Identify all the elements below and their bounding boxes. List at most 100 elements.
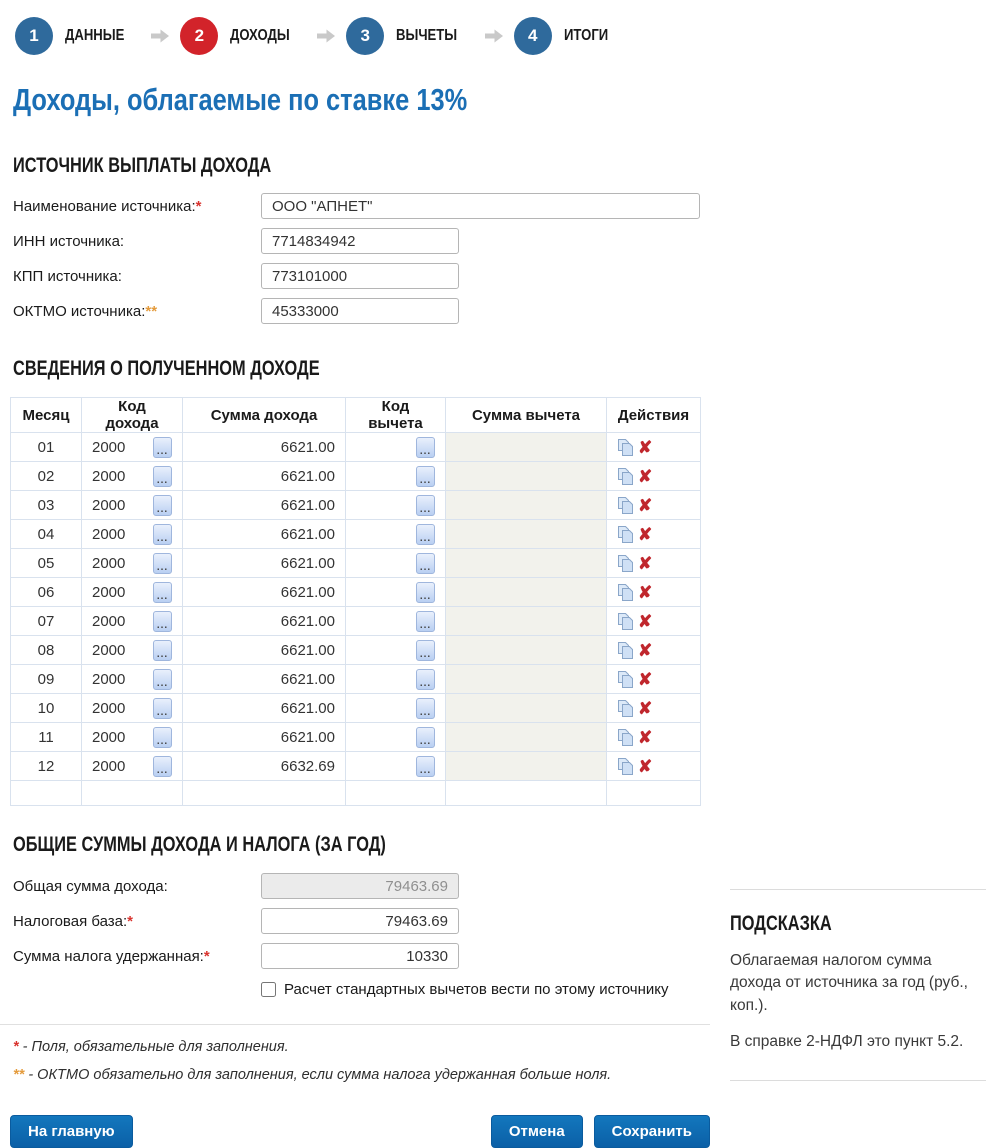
delete-row-icon[interactable]: ✘ bbox=[638, 524, 653, 544]
step-number-badge: 3 bbox=[346, 17, 385, 55]
income-table: Месяц Код дохода Сумма дохода Код вычета… bbox=[10, 397, 701, 806]
income-code-picker-button[interactable]: ... bbox=[153, 610, 172, 632]
actions-cell: ✘ bbox=[606, 490, 701, 520]
table-row: 08 2000 ... 6621.00 ... bbox=[10, 635, 701, 665]
copy-row-icon[interactable] bbox=[617, 699, 634, 718]
empty-cell bbox=[445, 780, 607, 806]
deduction-amount-cell bbox=[445, 548, 607, 578]
income-table-body: 01 2000 ... 6621.00 ... bbox=[10, 432, 701, 806]
deduction-code-picker-button[interactable]: ... bbox=[416, 465, 435, 487]
delete-row-icon[interactable]: ✘ bbox=[638, 727, 653, 747]
copy-row-icon[interactable] bbox=[617, 757, 634, 776]
field-label: ИНН источника: bbox=[13, 232, 125, 250]
deduction-code-picker-button[interactable]: ... bbox=[416, 697, 435, 719]
table-row: 11 2000 ... 6621.00 ... bbox=[10, 722, 701, 752]
income-code-value: 2000 bbox=[92, 641, 126, 659]
copy-row-icon[interactable] bbox=[617, 583, 634, 602]
home-button[interactable]: На главную bbox=[10, 1115, 133, 1148]
deduction-code-picker-button[interactable]: ... bbox=[416, 639, 435, 661]
deduction-code-picker-button[interactable]: ... bbox=[416, 610, 435, 632]
deduction-code-picker-button[interactable]: ... bbox=[416, 581, 435, 603]
form-row-tax-base: Налоговая база:* bbox=[13, 908, 710, 934]
required-marker: * bbox=[127, 912, 134, 930]
step-item-itogi[interactable]: 4 ИТОГИ bbox=[513, 17, 618, 55]
main-content: 1 ДАННЫЕ 2 ДОХОДЫ 3 ВЫЧЕТЫ 4 ИТОГИ Доход… bbox=[0, 17, 710, 1148]
tax-base-input[interactable] bbox=[261, 908, 459, 934]
income-code-picker-button[interactable]: ... bbox=[153, 581, 172, 603]
actions-cell: ✘ bbox=[606, 606, 701, 636]
copy-row-icon[interactable] bbox=[617, 554, 634, 573]
income-code-picker-button[interactable]: ... bbox=[153, 523, 172, 545]
income-code-picker-button[interactable]: ... bbox=[153, 465, 172, 487]
income-code-picker-button[interactable]: ... bbox=[153, 639, 172, 661]
empty-cell bbox=[606, 780, 701, 806]
copy-row-icon[interactable] bbox=[617, 438, 634, 457]
deduction-code-picker-button[interactable]: ... bbox=[416, 755, 435, 777]
delete-row-icon[interactable]: ✘ bbox=[638, 756, 653, 776]
step-item-vychety[interactable]: 3 ВЫЧЕТЫ bbox=[346, 17, 471, 55]
source-name-input[interactable] bbox=[261, 193, 700, 219]
income-code-picker-button[interactable]: ... bbox=[153, 755, 172, 777]
tax-withheld-input[interactable] bbox=[261, 943, 459, 969]
delete-row-icon[interactable]: ✘ bbox=[638, 437, 653, 457]
delete-row-icon[interactable]: ✘ bbox=[638, 611, 653, 631]
delete-row-icon[interactable]: ✘ bbox=[638, 553, 653, 573]
delete-row-icon[interactable]: ✘ bbox=[638, 495, 653, 515]
deduction-code-cell: ... bbox=[345, 461, 446, 491]
delete-row-icon[interactable]: ✘ bbox=[638, 582, 653, 602]
delete-row-icon[interactable]: ✘ bbox=[638, 466, 653, 486]
income-code-value: 2000 bbox=[92, 583, 126, 601]
step-item-dokhody[interactable]: 2 ДОХОДЫ bbox=[180, 17, 303, 55]
income-code-cell: 2000 ... bbox=[81, 635, 183, 665]
copy-row-icon[interactable] bbox=[617, 728, 634, 747]
income-code-picker-button[interactable]: ... bbox=[153, 494, 172, 516]
delete-row-icon[interactable]: ✘ bbox=[638, 640, 653, 660]
actions-cell: ✘ bbox=[606, 664, 701, 694]
field-label: Общая сумма дохода: bbox=[13, 877, 168, 895]
income-amount-cell: 6621.00 bbox=[182, 461, 346, 491]
source-inn-input[interactable] bbox=[261, 228, 459, 254]
income-amount-cell: 6621.00 bbox=[182, 722, 346, 752]
save-button[interactable]: Сохранить bbox=[593, 1115, 710, 1148]
source-oktmo-input[interactable] bbox=[261, 298, 459, 324]
step-item-dannye[interactable]: 1 ДАННЫЕ bbox=[15, 17, 137, 55]
copy-row-icon[interactable] bbox=[617, 641, 634, 660]
income-code-cell: 2000 ... bbox=[81, 461, 183, 491]
checkbox-label[interactable]: Расчет стандартных вычетов вести по этом… bbox=[284, 981, 669, 998]
cancel-button[interactable]: Отмена bbox=[490, 1115, 583, 1148]
delete-row-icon[interactable]: ✘ bbox=[638, 669, 653, 689]
income-code-picker-button[interactable]: ... bbox=[153, 697, 172, 719]
income-amount-cell: 6632.69 bbox=[182, 751, 346, 781]
deduction-code-picker-button[interactable]: ... bbox=[416, 523, 435, 545]
income-code-picker-button[interactable]: ... bbox=[153, 552, 172, 574]
income-code-picker-button[interactable]: ... bbox=[153, 668, 172, 690]
delete-row-icon[interactable]: ✘ bbox=[638, 698, 653, 718]
month-cell: 03 bbox=[10, 490, 82, 520]
income-code-value: 2000 bbox=[92, 554, 126, 572]
month-cell: 09 bbox=[10, 664, 82, 694]
actions-cell: ✘ bbox=[606, 577, 701, 607]
deduction-code-picker-button[interactable]: ... bbox=[416, 436, 435, 458]
deduction-code-picker-button[interactable]: ... bbox=[416, 726, 435, 748]
income-code-cell: 2000 ... bbox=[81, 432, 183, 462]
deduction-code-picker-button[interactable]: ... bbox=[416, 552, 435, 574]
income-code-picker-button[interactable]: ... bbox=[153, 436, 172, 458]
month-cell: 01 bbox=[10, 432, 82, 462]
copy-row-icon[interactable] bbox=[617, 670, 634, 689]
income-amount-cell: 6621.00 bbox=[182, 635, 346, 665]
month-cell: 02 bbox=[10, 461, 82, 491]
empty-cell bbox=[10, 780, 82, 806]
standard-deductions-checkbox[interactable] bbox=[261, 982, 276, 997]
income-code-cell: 2000 ... bbox=[81, 490, 183, 520]
deduction-code-picker-button[interactable]: ... bbox=[416, 494, 435, 516]
income-code-cell: 2000 ... bbox=[81, 606, 183, 636]
copy-row-icon[interactable] bbox=[617, 612, 634, 631]
copy-row-icon[interactable] bbox=[617, 467, 634, 486]
income-code-cell: 2000 ... bbox=[81, 693, 183, 723]
income-code-picker-button[interactable]: ... bbox=[153, 726, 172, 748]
deduction-code-picker-button[interactable]: ... bbox=[416, 668, 435, 690]
copy-row-icon[interactable] bbox=[617, 525, 634, 544]
source-kpp-input[interactable] bbox=[261, 263, 459, 289]
hint-paragraph: Облагаемая налогом сумма дохода от источ… bbox=[730, 952, 968, 1014]
copy-row-icon[interactable] bbox=[617, 496, 634, 515]
